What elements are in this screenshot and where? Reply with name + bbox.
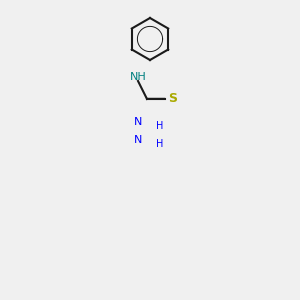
Text: N: N — [134, 135, 142, 145]
Text: S: S — [168, 92, 177, 106]
Text: N: N — [134, 117, 142, 127]
Text: NH: NH — [130, 72, 146, 82]
Text: H: H — [156, 121, 164, 131]
Text: H: H — [156, 139, 164, 149]
